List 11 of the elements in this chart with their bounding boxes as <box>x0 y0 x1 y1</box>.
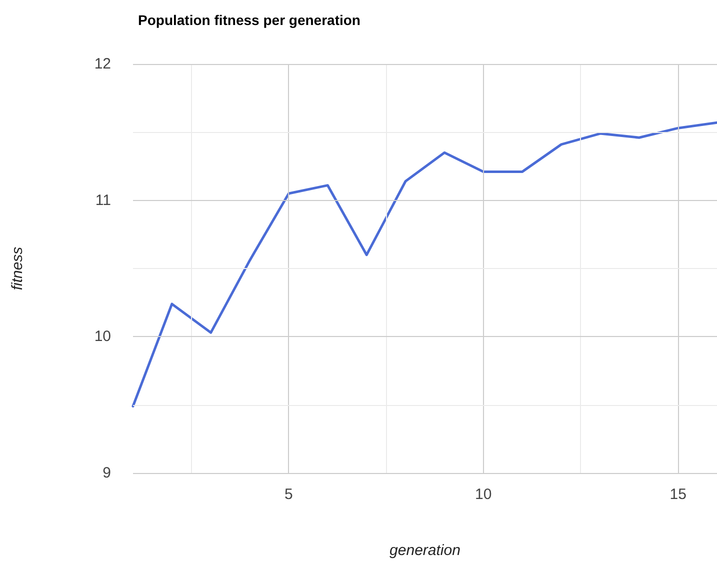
x-tick-label: 5 <box>284 486 293 503</box>
y-tick-label: 9 <box>102 464 111 482</box>
y-tick-label: 10 <box>94 328 111 346</box>
x-axis-title: generation <box>390 542 460 559</box>
y-tick-label: 12 <box>94 56 111 72</box>
x-tick-label: 10 <box>475 486 492 503</box>
y-tick-label: 11 <box>95 192 111 209</box>
x-tick-label: 15 <box>670 486 686 503</box>
y-axis-title: fitness <box>9 246 26 290</box>
chart-title: Population fitness per generation <box>138 12 360 28</box>
line-series <box>132 121 717 408</box>
